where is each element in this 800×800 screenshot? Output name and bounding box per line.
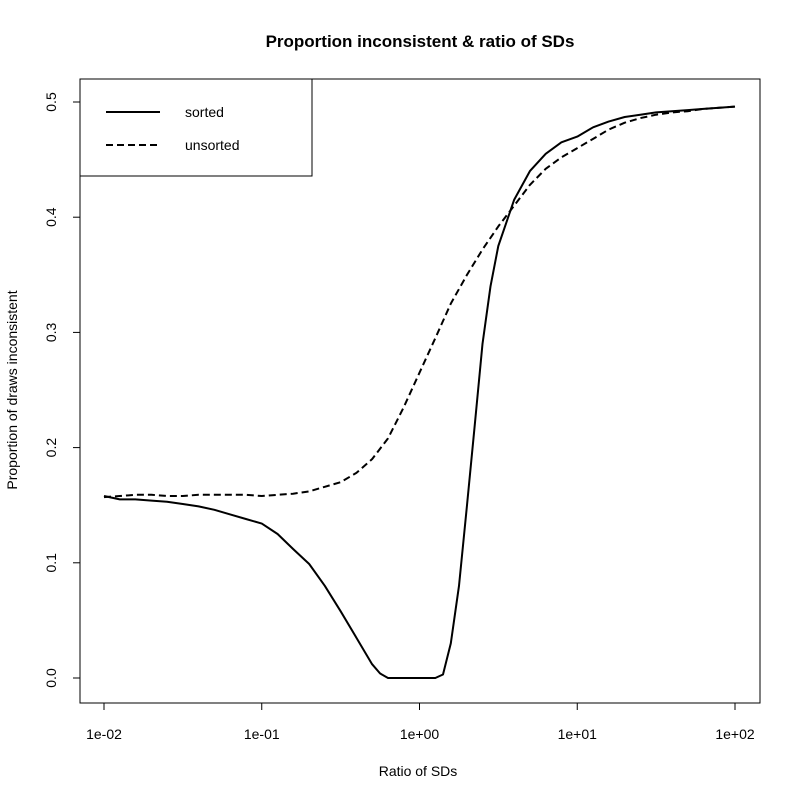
x-tick-label: 1e+01	[558, 726, 598, 742]
legend-label-unsorted: unsorted	[185, 137, 239, 153]
y-axis: 0.0 0.1 0.2 0.3 0.4 0.5	[43, 92, 81, 688]
series-line-sorted	[103, 105, 736, 679]
y-tick-label: 0.1	[43, 553, 59, 573]
y-tick-label: 0.4	[43, 207, 59, 227]
legend-box	[79, 78, 313, 177]
x-tick-label: 1e-02	[86, 726, 122, 742]
y-tick-label: 0.2	[43, 438, 59, 458]
x-tick-label: 1e+00	[400, 726, 440, 742]
legend-label-sorted: sorted	[185, 104, 224, 120]
series-layer	[103, 105, 736, 679]
chart-title: Proportion inconsistent & ratio of SDs	[266, 32, 575, 51]
y-tick-label: 0.0	[43, 668, 59, 688]
x-axis-label: Ratio of SDs	[379, 763, 458, 779]
x-tick-label: 1e-01	[244, 726, 280, 742]
y-axis-label: Proportion of draws inconsistent	[4, 290, 20, 489]
y-tick-label: 0.3	[43, 322, 59, 342]
y-tick-label: 0.5	[43, 92, 59, 112]
series-line-unsorted	[103, 105, 736, 499]
legend: sorted unsorted	[79, 78, 313, 177]
x-axis: 1e-02 1e-01 1e+00 1e+01 1e+02	[86, 702, 755, 742]
x-tick-label: 1e+02	[715, 726, 755, 742]
